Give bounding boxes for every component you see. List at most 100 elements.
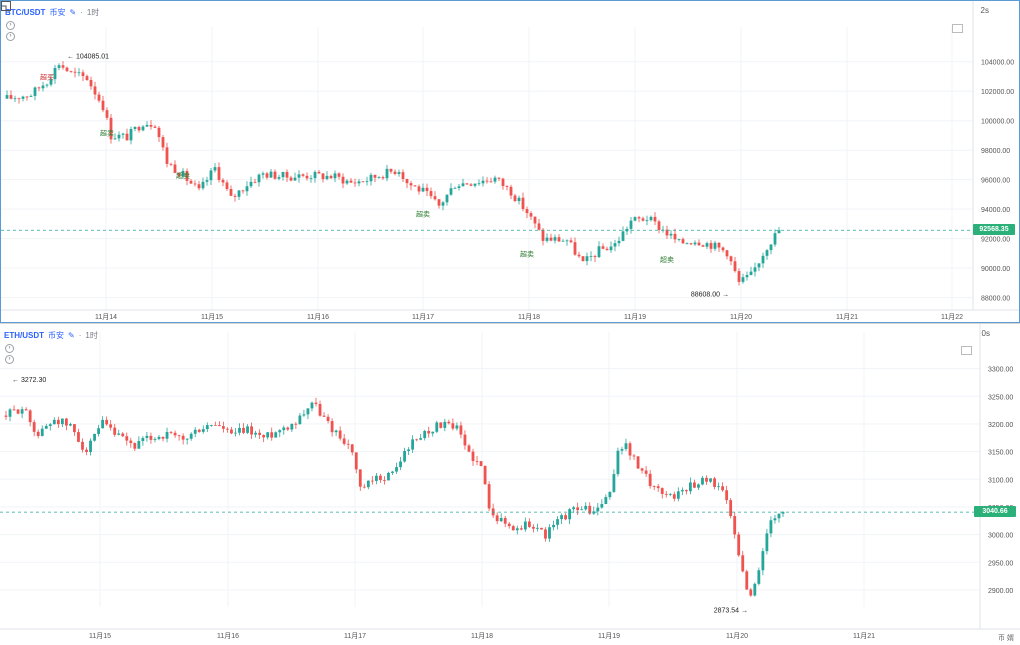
candle-body <box>141 437 145 442</box>
candle-body <box>301 174 305 176</box>
btc-symbol[interactable]: BTC/USDT <box>5 7 46 17</box>
candle-body <box>161 436 165 439</box>
candle-body <box>657 221 661 230</box>
candle-body <box>509 186 513 196</box>
candle-body <box>89 440 92 452</box>
x-tick-label: 11月17 <box>412 313 434 321</box>
candle-body <box>745 571 749 590</box>
candle-body <box>334 430 338 433</box>
candle-body <box>290 423 294 430</box>
candle-body <box>113 138 117 140</box>
candle-body <box>349 180 353 183</box>
candle-body <box>157 127 161 138</box>
maximize-icon[interactable] <box>1 1 11 11</box>
candle-body <box>213 167 217 171</box>
candle-body <box>93 433 96 441</box>
candle-body <box>44 425 48 429</box>
candle-body <box>429 191 433 197</box>
candle-body <box>36 431 40 437</box>
candle-body <box>73 71 77 73</box>
candle-body <box>409 183 413 186</box>
x-tick-label: 11月18 <box>471 632 493 640</box>
candle-body <box>725 250 729 257</box>
edit-icon[interactable]: ✎ <box>69 7 77 17</box>
candle-body <box>274 432 278 438</box>
candle-body <box>540 527 543 530</box>
candle-body <box>781 512 785 514</box>
candle-body <box>310 402 314 409</box>
candle-body <box>52 419 56 425</box>
candle-body <box>338 430 342 439</box>
y-tick-label: 100000.00 <box>981 119 1014 126</box>
candle-body <box>169 432 173 433</box>
candle-body <box>209 170 213 181</box>
candle-body <box>65 67 69 72</box>
x-tick-label: 11月20 <box>730 313 752 321</box>
candle-body <box>322 415 326 417</box>
candle-body <box>511 526 515 531</box>
candle-body <box>257 174 261 183</box>
candle-body <box>564 515 568 520</box>
candle-body <box>48 424 52 426</box>
candle-body <box>153 126 157 128</box>
candle-body <box>483 465 487 485</box>
candle-body <box>321 173 325 180</box>
edit-icon[interactable]: ✎ <box>68 330 75 340</box>
candle-body <box>467 445 471 452</box>
candle-body <box>499 517 503 522</box>
collapse-icon[interactable]: › <box>6 21 15 30</box>
candle-body <box>25 96 29 98</box>
auto-scale-icon[interactable] <box>952 24 963 33</box>
candle-body <box>89 80 93 87</box>
candle-body <box>358 469 362 487</box>
candle-body <box>628 443 632 456</box>
candle-body <box>342 438 346 444</box>
candle-body <box>278 430 282 433</box>
candle-body <box>403 451 406 462</box>
candle-body <box>557 237 561 242</box>
candle-body <box>383 480 386 481</box>
btc-interval[interactable]: 1时 <box>86 7 100 17</box>
candle-body <box>234 432 237 434</box>
candle-body <box>465 183 469 185</box>
candle-body <box>56 419 60 425</box>
candle-body <box>33 87 37 96</box>
candle-body <box>541 229 545 241</box>
candle-body <box>53 67 57 80</box>
candle-body <box>181 435 185 440</box>
candle-body <box>41 85 45 89</box>
candle-body <box>636 456 640 469</box>
candle-body <box>125 436 129 441</box>
candle-body <box>197 429 201 432</box>
eth-chart-svg: 2900.002950.003000.003050.003100.003150.… <box>0 324 1020 640</box>
info-icon[interactable]: › <box>5 355 14 364</box>
candle-body <box>385 168 389 179</box>
eth-chart-panel[interactable]: 2900.002950.003000.003050.003100.003150.… <box>0 324 1020 645</box>
candle-body <box>769 244 773 251</box>
candle-body <box>427 430 431 434</box>
x-tick-label: 11月21 <box>853 632 875 640</box>
candle-body <box>519 528 523 530</box>
auto-scale-icon[interactable] <box>961 346 972 355</box>
candle-body <box>141 126 145 131</box>
candle-body <box>411 439 415 450</box>
candle-body <box>242 427 245 433</box>
candle-body <box>749 271 753 276</box>
btc-chart-panel[interactable]: 88000.00 90000.00 92000.00 94000.00 96000.00… <box>0 0 1020 323</box>
candle-body <box>713 478 716 487</box>
candle-body <box>475 460 479 462</box>
candle-body <box>441 202 445 206</box>
candle-body <box>521 197 525 210</box>
candle-body <box>537 223 541 230</box>
candle-body <box>161 137 165 148</box>
candle-body <box>640 468 644 471</box>
btc-market: 币安 <box>49 7 66 17</box>
candle-body <box>544 529 547 539</box>
candle-body <box>389 168 393 172</box>
eth-interval[interactable]: 1时 <box>85 330 98 340</box>
candle-body <box>302 414 306 416</box>
info-icon[interactable]: › <box>6 32 15 41</box>
collapse-icon[interactable]: › <box>5 344 14 353</box>
eth-symbol[interactable]: ETH/USDT <box>4 330 44 340</box>
candle-body <box>604 497 608 505</box>
